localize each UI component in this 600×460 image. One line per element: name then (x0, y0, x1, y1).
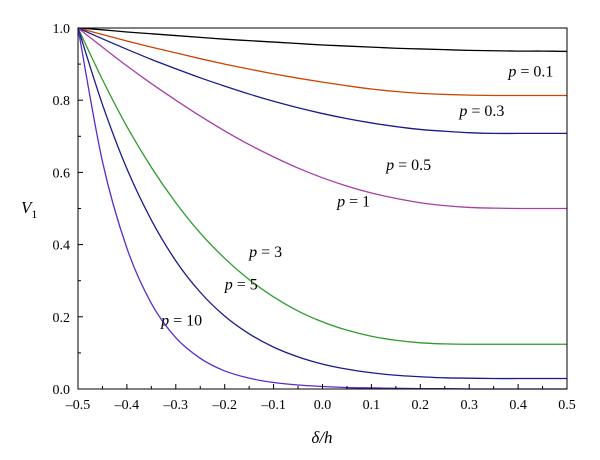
series-line-5 (77, 27, 567, 380)
y-tick-label: 0.8 (53, 94, 71, 109)
y-tick-label: 0.6 (53, 166, 71, 181)
x-tick-label: 0.0 (314, 398, 332, 413)
series-line-2 (77, 27, 567, 135)
x-tick-label: –0.4 (114, 398, 140, 413)
series-label-5: p = 5 (224, 276, 258, 293)
x-axis-ticks: –0.5 –0.4 –0.3 –0.2 –0.1 0.0 0.1 0.2 0.3 0.4 0.5 (65, 384, 576, 413)
series-label-1: p = 0.3 (458, 103, 504, 120)
series-label-2: p = 0.5 (385, 157, 431, 174)
series-label-3: p = 1 (336, 193, 370, 210)
x-tick-label: 0.1 (363, 398, 381, 413)
curve-labels-layer: p = 0.1 p = 0.3 p = 0.5 p = 1 p = 3 p = 5 p = … (160, 63, 553, 329)
series-label-4: p = 3 (248, 244, 282, 261)
series-line-0 (77, 27, 568, 53)
x-tick-label: –0.1 (260, 398, 286, 413)
series-line-1 (77, 27, 567, 97)
series-label-0: p = 0.1 (507, 63, 553, 80)
y-axis-ticks: 0.0 0.2 0.4 0.6 0.8 1.0 (53, 22, 83, 398)
series-line-3 (77, 27, 567, 210)
series-line-4 (77, 27, 567, 345)
x-tick-label: –0.3 (163, 398, 189, 413)
x-axis-title: δ/h (311, 428, 332, 447)
y-tick-label: 0.4 (53, 239, 71, 254)
x-tick-label: 0.3 (460, 398, 478, 413)
x-tick-label: –0.2 (211, 398, 237, 413)
y-tick-label: 1.0 (53, 22, 71, 37)
x-tick-label: 0.2 (412, 398, 430, 413)
series-label-6: p = 10 (160, 312, 202, 329)
x-tick-label: 0.5 (558, 398, 576, 413)
x-tick-label: 0.4 (509, 398, 527, 413)
curves-layer (77, 27, 568, 390)
x-tick-label: –0.5 (65, 398, 91, 413)
y-tick-label: 0.2 (53, 311, 71, 326)
y-tick-label: 0.0 (53, 383, 71, 398)
y-axis-title: V1 (21, 198, 37, 221)
